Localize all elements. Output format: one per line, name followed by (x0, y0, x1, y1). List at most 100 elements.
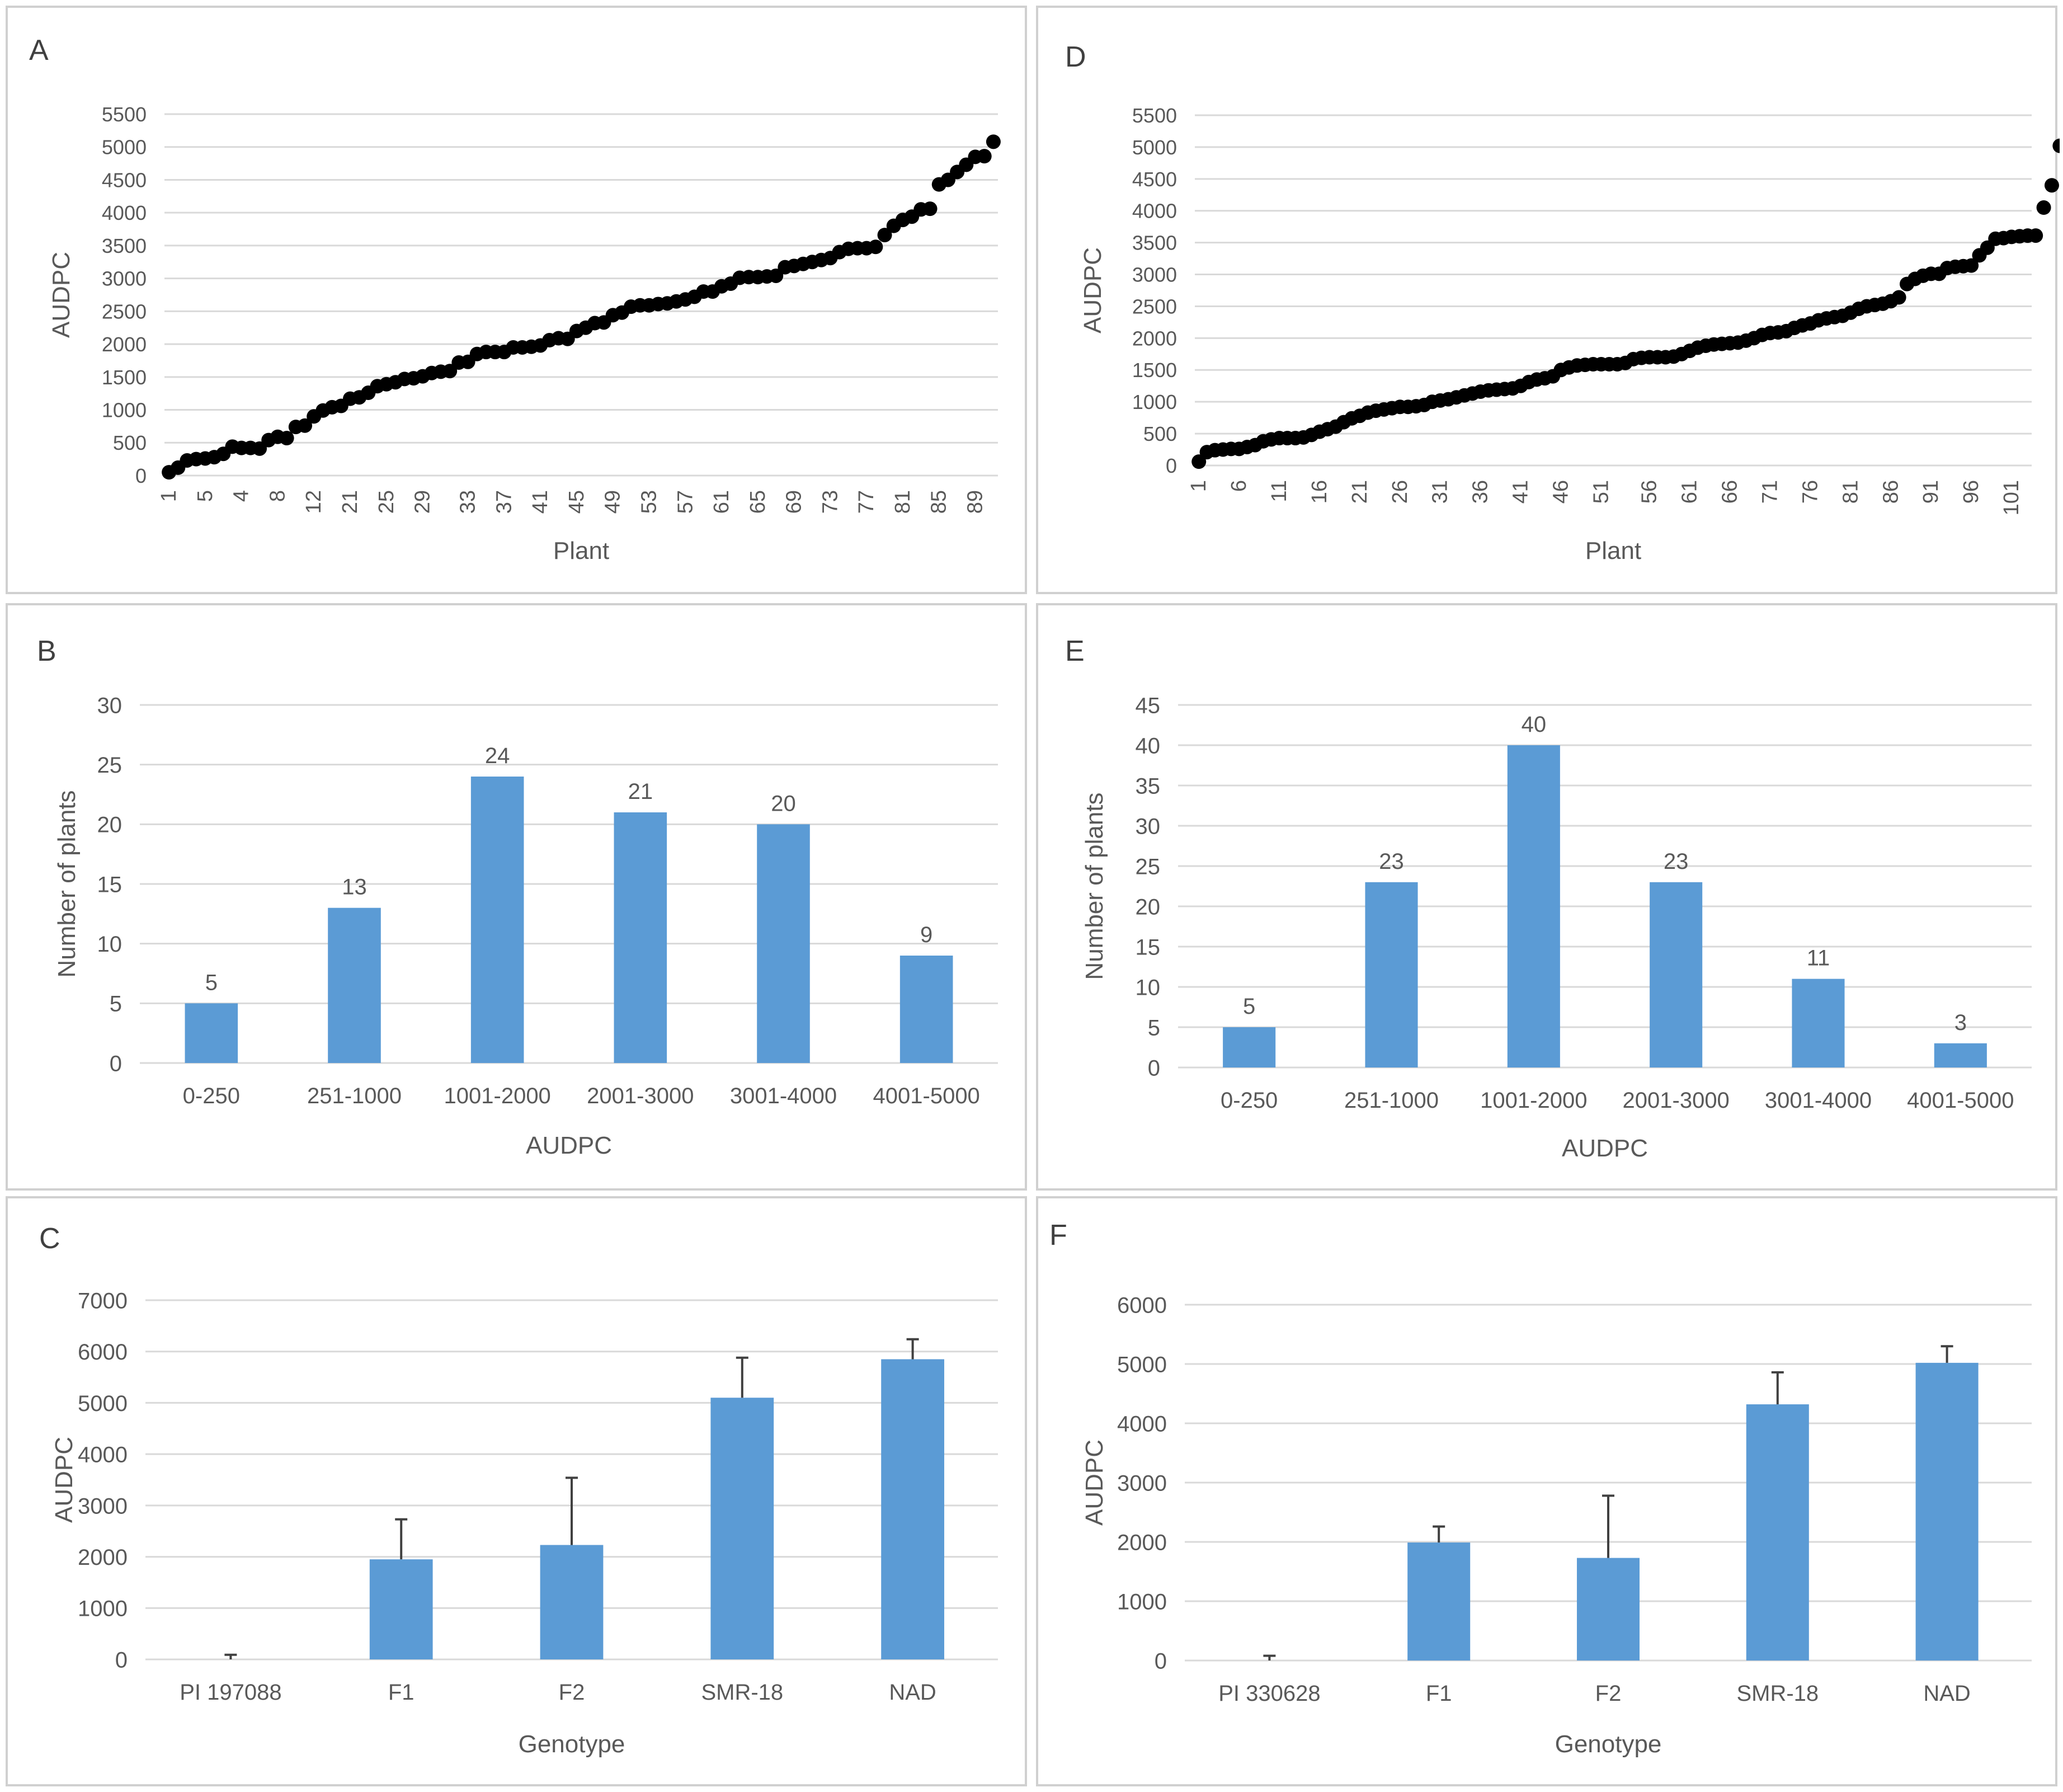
x-tick-label: 2001-3000 (587, 1084, 694, 1108)
bar (614, 812, 667, 1063)
x-tick-label: 91 (1919, 480, 1943, 504)
x-tick-label: NAD (1923, 1681, 1970, 1706)
x-tick-label: 8 (266, 490, 289, 502)
y-tick-label: 5 (110, 992, 122, 1017)
y-tick-label: 15 (1136, 935, 1161, 960)
y-tick-label: 20 (1136, 895, 1161, 919)
bar (710, 1398, 774, 1659)
y-tick-label: 2500 (1132, 295, 1177, 318)
bar (1915, 1362, 1979, 1661)
y-axis-title: AUDPC (1081, 1440, 1108, 1526)
x-tick-label: 251-1000 (307, 1084, 402, 1108)
y-tick-label: 1500 (1132, 359, 1177, 382)
x-tick-label: F1 (388, 1680, 415, 1705)
x-tick-label: 1001-2000 (1480, 1088, 1587, 1113)
x-axis-title: Plant (553, 537, 609, 565)
data-point (2044, 178, 2059, 193)
x-tick-label: 81 (1839, 480, 1862, 504)
data-point (922, 201, 938, 217)
y-tick-label: 0 (1166, 454, 1177, 477)
chart-c: 0 1000 2000 3000 4000 5000 6000 7000 AUDPC Genoty… (50, 1288, 998, 1758)
y-tick-label: 4500 (102, 168, 147, 191)
y-tick-label: 3000 (102, 267, 147, 290)
y-tick-label: 2000 (1132, 327, 1177, 350)
x-tick-label: F2 (559, 1680, 585, 1705)
y-tick-label: 2000 (78, 1545, 128, 1570)
x-tick-label: 31 (1429, 480, 1452, 504)
y-tick-label: 5500 (1132, 104, 1177, 127)
y-tick-label: 10 (97, 932, 123, 957)
y-tick-label: 0 (110, 1051, 122, 1076)
bar (899, 956, 953, 1063)
y-tick-label: 30 (1136, 814, 1161, 839)
bar (540, 1545, 604, 1659)
y-tick-label: 1000 (1132, 391, 1177, 413)
x-tick-label: 73 (818, 490, 842, 514)
bar (1576, 1558, 1640, 1661)
x-tick-label: 66 (1718, 480, 1742, 504)
x-tick-label: 1 (157, 490, 181, 502)
data-label: 5 (1243, 994, 1255, 1019)
x-tick-label: 16 (1308, 480, 1331, 504)
x-tick-label: 61 (710, 490, 733, 514)
data-point (986, 134, 1001, 149)
data-label: 11 (1807, 946, 1830, 971)
x-tick-label: 85 (927, 490, 951, 514)
y-axis-title: AUDPC (48, 252, 75, 338)
y-tick-label: 500 (1143, 422, 1177, 445)
x-tick-label: 21 (338, 490, 362, 514)
bar (328, 907, 381, 1063)
y-tick-label: 5500 (102, 103, 147, 126)
bar (1407, 1542, 1471, 1661)
chart-b: 0 5 10 15 20 25 30 Number of plants AUDPC 5 0-250 1… (53, 693, 998, 1159)
panel-a: A 0 500 1000 1500 2000 2500 3000 3500 4000 4500 50… (6, 6, 1027, 594)
data-point (298, 418, 313, 433)
y-tick-label: 45 (1136, 693, 1161, 718)
x-tick-label: 57 (673, 490, 697, 514)
x-tick-label: 1 (1187, 480, 1211, 492)
chart-d: 0 500 1000 1500 2000 2500 3000 3500 4000 4500 5000… (1079, 104, 2060, 565)
y-tick-label: 5000 (102, 136, 147, 159)
data-label: 3 (1954, 1010, 1967, 1035)
x-tick-label: 76 (1798, 480, 1822, 504)
y-tick-label: 4000 (1117, 1412, 1167, 1436)
x-tick-label: 21 (1348, 480, 1372, 504)
y-tick-label: 30 (97, 693, 123, 718)
y-tick-label: 6000 (1117, 1293, 1167, 1318)
x-tick-label: 77 (855, 490, 878, 514)
x-tick-label: 89 (964, 490, 987, 514)
chart-f: 0 1000 2000 3000 4000 5000 6000 AUDPC Genotype PI… (1081, 1293, 2032, 1758)
y-tick-label: 7000 (78, 1288, 128, 1313)
y-tick-label: 35 (1136, 774, 1161, 798)
data-point (2052, 138, 2060, 153)
x-tick-label: PI 330628 (1218, 1681, 1320, 1706)
y-axis-title: AUDPC (1079, 247, 1106, 333)
data-label: 21 (628, 779, 653, 804)
x-axis-title: AUDPC (1562, 1135, 1648, 1162)
data-label: 20 (771, 791, 796, 816)
data-label: 23 (1664, 849, 1689, 874)
y-tick-label: 20 (97, 813, 123, 838)
x-tick-label: 37 (492, 490, 516, 514)
x-tick-label: 96 (1960, 480, 1983, 504)
y-tick-label: 0 (1148, 1056, 1160, 1080)
x-tick-label: 33 (456, 490, 480, 514)
y-tick-label: 2000 (1117, 1530, 1167, 1555)
bar (1934, 1043, 1987, 1067)
data-point (769, 268, 784, 283)
chart-a: 0 500 1000 1500 2000 2500 3000 3500 4000 4500 5000… (48, 103, 1001, 565)
panel-f: F 0 1000 2000 3000 4000 5000 6000 AUDPC Genotype… (1036, 1196, 2057, 1786)
y-tick-label: 1500 (102, 366, 147, 389)
x-axis-title: AUDPC (526, 1132, 612, 1159)
bar (1507, 745, 1560, 1067)
panel-d: D 0 500 1000 1500 2000 2500 3000 3500 4000 4500 50… (1036, 6, 2060, 594)
y-tick-label: 3000 (1117, 1471, 1167, 1495)
x-tick-label: 6 (1227, 480, 1251, 492)
x-tick-label: F1 (1426, 1681, 1452, 1706)
y-tick-label: 500 (113, 431, 147, 454)
y-tick-label: 0 (135, 464, 147, 487)
data-label: 5 (205, 970, 218, 995)
y-tick-label: 3500 (102, 234, 147, 257)
x-tick-label: 251-1000 (1344, 1088, 1439, 1113)
x-tick-label: F2 (1595, 1681, 1622, 1706)
